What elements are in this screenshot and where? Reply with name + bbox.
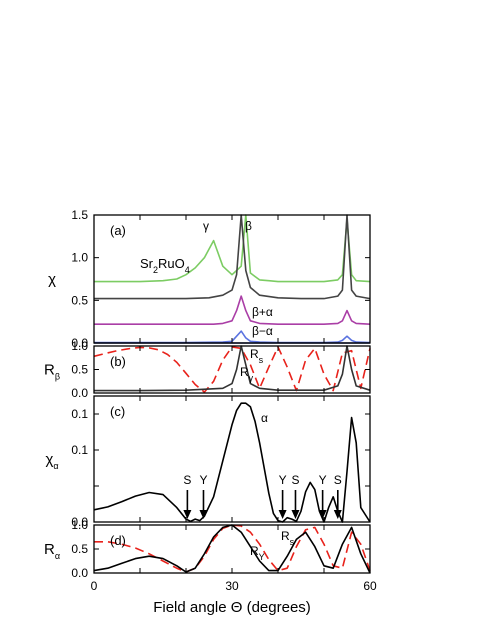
y-tick-label: 1.0	[71, 518, 88, 532]
series-label-rs-base: R	[250, 347, 259, 361]
y-axis-label: Rα	[44, 541, 60, 561]
series--	[93, 402, 371, 523]
series--	[94, 330, 371, 344]
panel-label: (b)	[110, 354, 126, 369]
y-tick-label: 0.0	[71, 566, 88, 580]
series-label-ry-sub: Y	[259, 552, 265, 562]
series-label-rs-sub: s	[259, 355, 264, 365]
material-sub1: 2	[153, 265, 158, 275]
y-tick-label: 0.1	[71, 443, 88, 457]
material-base: Sr	[140, 256, 154, 271]
annotation-arrowhead	[199, 510, 208, 519]
annotation-arrowhead	[183, 510, 192, 519]
y-axis-label: χ	[48, 271, 56, 288]
y-axis-label-base: R	[44, 541, 55, 558]
series-label-rs: Rs	[281, 529, 295, 547]
series--	[94, 295, 371, 326]
material-label: Sr2RuO4	[140, 256, 190, 275]
y-axis-label-base: R	[44, 362, 55, 379]
y-axis-label: Rβ	[44, 362, 60, 382]
y-axis-label-sub: α	[53, 461, 58, 471]
series-label: α	[261, 411, 268, 425]
series-label-rgamma: Rγ	[240, 365, 254, 383]
y-tick-label: 0.5	[71, 363, 88, 377]
series-R-Y	[93, 524, 371, 574]
axes-frame	[93, 395, 371, 523]
x-tick-label: 60	[363, 579, 377, 593]
annotation-label: S	[334, 473, 342, 487]
y-tick-label: 1.0	[71, 251, 88, 265]
annotation-arrowhead	[333, 510, 342, 519]
y-tick-label: 0.0	[71, 386, 88, 400]
x-tick-label: 30	[225, 579, 239, 593]
panel-c: 0.10.10.0χα(c) αS Y Y S Y S	[45, 395, 371, 529]
y-axis-label-base: χ	[45, 451, 53, 468]
panel-label: (a)	[110, 223, 126, 238]
annotation-arrowhead	[318, 510, 327, 519]
panel-a: 1.5 1.0 0.5 0.0 χ (a) Sr2RuO4 γ β β+α β−α	[48, 208, 371, 350]
y-tick-label: 0.1	[71, 407, 88, 421]
series-label-rs: Rs	[250, 347, 264, 365]
series-R-s	[94, 524, 371, 573]
annotation-arrowhead	[278, 510, 287, 519]
y-tick-label: 0.0	[71, 336, 88, 350]
panel-label: (d)	[110, 533, 126, 548]
material-sub2: 4	[185, 265, 190, 275]
y-axis-label: χα	[45, 451, 58, 471]
y-tick-label: 0.5	[71, 542, 88, 556]
series-label-ry-base: R	[250, 544, 259, 558]
series-label: β+α	[252, 305, 273, 319]
annotation-label: Y	[319, 473, 327, 487]
series-label: β−α	[252, 324, 273, 338]
y-tick-label: 0.5	[71, 293, 88, 307]
y-axis-label-sub: α	[55, 551, 60, 561]
x-axis-label: Field angle Θ (degrees)	[153, 599, 311, 616]
annotation-label: Y	[199, 473, 207, 487]
series-label-rs-base: R	[281, 529, 290, 543]
series-label: β	[245, 219, 252, 233]
y-tick-label: 1.0	[71, 339, 88, 353]
axes-frame	[93, 524, 371, 574]
series--	[94, 214, 371, 283]
x-tick-label: 0	[91, 579, 98, 593]
annotation-arrowhead	[291, 510, 300, 519]
series-R-s	[93, 346, 371, 393]
y-tick-label: 0.0	[71, 515, 88, 529]
panel-label: (c)	[110, 404, 125, 419]
series-R-	[94, 345, 371, 392]
series-label-rgamma-sub: γ	[249, 373, 254, 383]
series-label: γ	[203, 219, 209, 233]
y-axis-label-base: χ	[48, 271, 56, 288]
series--	[94, 214, 371, 300]
series-label-rs-sub: s	[290, 537, 295, 547]
annotation-label: Y	[279, 473, 287, 487]
series-label-rgamma-base: R	[240, 365, 249, 379]
y-axis-label-sub: β	[55, 372, 60, 382]
annotation-label: S	[291, 473, 299, 487]
y-tick-label: 1.5	[71, 208, 88, 222]
series-label-ry: RY	[250, 544, 265, 562]
annotation-label: S	[183, 473, 191, 487]
material-mid: RuO	[158, 256, 185, 271]
axes-frame	[93, 345, 371, 394]
